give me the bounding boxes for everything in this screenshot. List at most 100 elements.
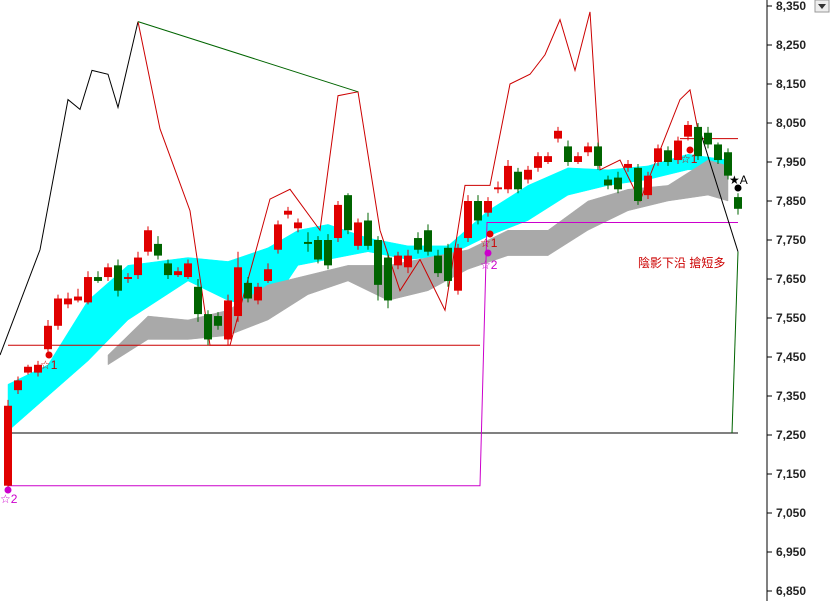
- candle-body: [584, 146, 592, 153]
- signal-dot: [45, 351, 53, 359]
- candle-body: [234, 267, 242, 317]
- signal-dot: [4, 486, 12, 494]
- candle-body: [114, 265, 122, 291]
- annotation: 陰影下沿 搶短多: [638, 255, 725, 270]
- candle-body: [684, 124, 692, 137]
- candle-body: [444, 247, 452, 281]
- candle-body: [524, 169, 532, 180]
- candle-body: [64, 298, 72, 305]
- candle-body: [344, 195, 352, 231]
- candle-body: [674, 140, 682, 161]
- candle-body: [174, 271, 182, 276]
- signal-dot: [484, 249, 492, 257]
- indicator-line: [0, 21, 139, 356]
- candle-body: [44, 325, 52, 350]
- signal-dot: [686, 146, 694, 154]
- y-tick-label: 6,850: [776, 584, 806, 598]
- candle-body: [84, 277, 92, 303]
- candle-body: [494, 187, 502, 190]
- candle-body: [704, 132, 712, 145]
- candle-body: [534, 156, 542, 168]
- indicator-line: [137, 21, 359, 93]
- candle-body: [594, 146, 602, 166]
- candle-body: [504, 165, 512, 190]
- y-tick-label: 7,650: [776, 272, 806, 286]
- signal-dot: [734, 184, 742, 192]
- candle-body: [404, 255, 412, 268]
- y-tick-label: 8,150: [776, 77, 806, 91]
- indicator-line: [8, 221, 738, 487]
- y-tick-label: 7,250: [776, 428, 806, 442]
- candle-body: [274, 224, 282, 250]
- candle-body: [384, 257, 392, 301]
- y-tick-label: 7,850: [776, 194, 806, 208]
- candle-body: [324, 240, 332, 266]
- candle-body: [284, 210, 292, 215]
- candle-body: [94, 277, 102, 281]
- candle-body: [124, 277, 132, 279]
- candle-body: [364, 220, 372, 246]
- candle-body: [564, 146, 572, 162]
- candle-body: [434, 255, 442, 274]
- cloud-band: [147, 315, 189, 340]
- candle-body: [294, 222, 302, 229]
- candle-body: [264, 269, 272, 281]
- candle-body: [464, 201, 472, 239]
- y-tick-label: 7,350: [776, 389, 806, 403]
- candle-body: [644, 175, 652, 196]
- candle-body: [184, 263, 192, 278]
- candle-body: [734, 197, 742, 209]
- candle-body: [654, 148, 662, 162]
- candle-body: [424, 230, 432, 252]
- candle-body: [624, 163, 632, 168]
- candle-body: [354, 222, 362, 246]
- candle-body: [154, 243, 162, 256]
- y-tick-label: 8,050: [776, 116, 806, 130]
- candle-body: [4, 405, 12, 486]
- scroll-arrow: [818, 4, 826, 9]
- y-tick-label: 7,750: [776, 233, 806, 247]
- y-tick-label: 8,250: [776, 38, 806, 52]
- candle-body: [334, 204, 342, 239]
- candle-body: [604, 179, 612, 186]
- candle-body: [394, 255, 402, 266]
- candle-body: [614, 177, 622, 190]
- cloud-band: [507, 230, 549, 256]
- candle-body: [554, 130, 562, 139]
- indicator-line: [731, 251, 739, 434]
- candle-body: [164, 263, 172, 276]
- y-tick-label: 7,150: [776, 467, 806, 481]
- candle-body: [34, 364, 42, 373]
- candle-body: [484, 201, 492, 213]
- y-tick-label: 7,550: [776, 311, 806, 325]
- candle-body: [414, 238, 422, 250]
- candle-body: [474, 201, 482, 221]
- annotation: ☆2: [0, 492, 18, 506]
- candle-body: [254, 286, 262, 301]
- annotation: ☆2: [480, 258, 498, 272]
- candle-body: [14, 380, 22, 391]
- y-tick-label: 6,950: [776, 545, 806, 559]
- candle-body: [544, 156, 552, 162]
- candle-body: [214, 316, 222, 326]
- candle-body: [104, 267, 112, 278]
- signal-dot: [486, 230, 494, 238]
- candle-body: [664, 150, 672, 162]
- candle-body: [194, 286, 202, 315]
- candle-body: [134, 257, 142, 276]
- y-tick-label: 7,450: [776, 350, 806, 364]
- candle-body: [144, 230, 152, 252]
- annotation: ☆1: [40, 358, 58, 372]
- candle-body: [314, 240, 322, 260]
- indicator-line: [699, 130, 739, 252]
- y-tick-label: 8,350: [776, 0, 806, 13]
- candle-body: [724, 152, 732, 176]
- candle-body: [204, 314, 212, 340]
- candle-body: [514, 171, 522, 190]
- candle-body: [574, 156, 582, 162]
- annotation: ☆1: [480, 236, 498, 250]
- candle-body: [54, 298, 62, 326]
- annotation: ☆1: [680, 152, 698, 166]
- y-tick-label: 7,950: [776, 155, 806, 169]
